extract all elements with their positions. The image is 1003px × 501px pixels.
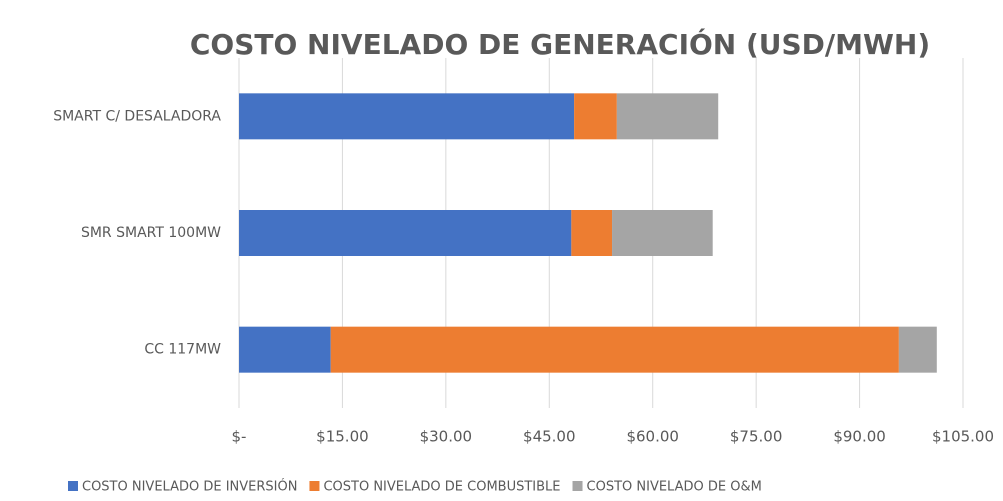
legend-label: COSTO NIVELADO DE INVERSIÓN (82, 479, 297, 495)
legend-label: COSTO NIVELADO DE COMBUSTIBLE (323, 480, 560, 495)
x-tick-label: $60.00 (626, 428, 679, 446)
legend-label: COSTO NIVELADO DE O&M (587, 480, 762, 495)
bar-segment (330, 326, 899, 373)
x-tick-label: $15.00 (316, 428, 369, 446)
y-tick-label: SMR SMART 100MW (81, 225, 221, 241)
bar-segment (612, 210, 713, 256)
bar-segment (574, 93, 617, 140)
bar-segment (616, 93, 719, 140)
x-tick-label: $45.00 (523, 428, 576, 446)
y-tick-label: CC 117MW (144, 342, 221, 358)
bar-segment (239, 93, 575, 140)
chart-title: COSTO NIVELADO DE GENERACIÓN (USD/MWH) (190, 27, 930, 61)
x-tick-label: $30.00 (420, 428, 473, 446)
x-tick-label: $90.00 (833, 428, 886, 446)
x-tick-label: $105.00 (932, 428, 994, 446)
legend-swatch (572, 481, 583, 491)
bar-segment (898, 326, 937, 373)
bar-segment (239, 326, 331, 373)
legend-swatch (309, 481, 320, 491)
legend-swatch (68, 481, 78, 491)
x-tick-label: $75.00 (730, 428, 783, 446)
bar-segment (571, 210, 613, 256)
bar-segment (239, 210, 572, 256)
y-tick-label: SMART C/ DESALADORA (53, 108, 221, 124)
x-tick-label: $- (232, 428, 247, 446)
